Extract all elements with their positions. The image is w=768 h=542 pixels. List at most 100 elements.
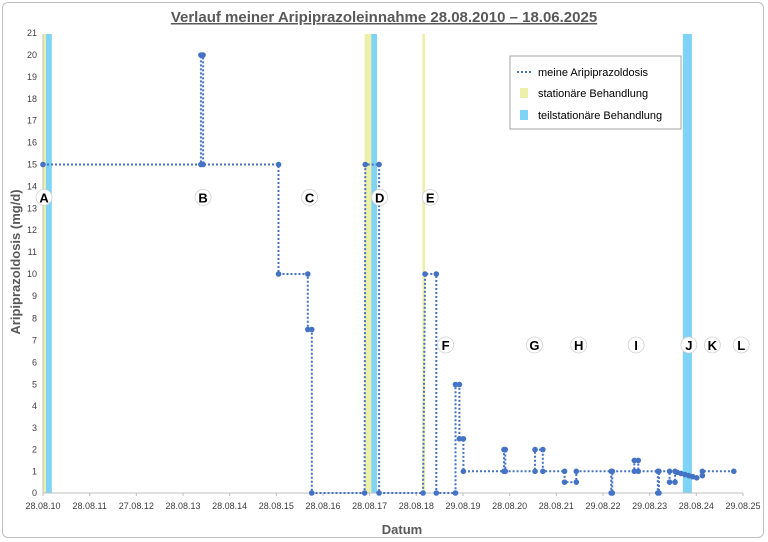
- x-tick-label: 29.08.23: [632, 501, 667, 511]
- annotation-marker: [570, 336, 588, 354]
- y-tick-label: 21: [27, 28, 37, 38]
- y-tick-label: 2: [32, 445, 37, 455]
- annotation-marker: [194, 188, 212, 206]
- x-tick-label: 28.08.18: [399, 501, 434, 511]
- y-tick-label: 10: [27, 269, 37, 279]
- dose-point: [308, 326, 315, 333]
- x-tick-label: 28.08.11: [72, 501, 106, 511]
- dose-point: [420, 490, 426, 496]
- dose-point: [460, 468, 467, 475]
- annotation-marker: [732, 336, 750, 354]
- dose-point: [672, 479, 678, 485]
- y-tick-label: 7: [32, 336, 37, 346]
- annotation-label: F: [442, 338, 450, 353]
- annotation-marker: [437, 336, 455, 354]
- y-tick-label: 0: [32, 488, 37, 498]
- dose-point: [361, 490, 368, 496]
- dose-point: [200, 161, 206, 168]
- dose-point: [540, 468, 546, 475]
- dose-point: [609, 468, 616, 475]
- annotation-label: D: [375, 190, 384, 205]
- y-tick-label: 9: [32, 291, 37, 301]
- x-tick-label: 29.08.25: [725, 501, 760, 511]
- annotation-label: J: [685, 338, 692, 353]
- dose-point: [452, 381, 459, 388]
- x-tick-label: 28.08.24: [679, 501, 714, 511]
- dose-point: [376, 161, 382, 168]
- y-tick-label: 6: [32, 358, 37, 368]
- y-tick-label: 20: [27, 50, 37, 60]
- dose-point: [699, 472, 706, 479]
- y-tick-label: 3: [32, 423, 37, 433]
- annotation-label: K: [708, 338, 718, 353]
- legend: meine Aripiprazoldosis stationäre Behand…: [509, 55, 682, 130]
- legend-daycare-label: teilstationäre Behandlung: [538, 110, 662, 122]
- x-tick-label: 28.08.13: [165, 501, 200, 511]
- annotation-label: L: [737, 338, 745, 353]
- dose-point: [456, 435, 463, 442]
- x-tick-label: 29.08.19: [445, 501, 480, 511]
- dose-point: [573, 468, 580, 475]
- dose-point: [693, 475, 700, 481]
- y-tick-label: 1: [32, 466, 37, 476]
- dose-point: [635, 468, 642, 475]
- y-tick-label: 8: [32, 313, 37, 323]
- dose-point: [304, 326, 311, 333]
- x-tick-label: 28.08.10: [25, 501, 60, 511]
- annotation-marker: [421, 188, 439, 206]
- dose-point: [40, 161, 46, 168]
- dose-point: [561, 479, 568, 485]
- x-tick-label: 28.08.15: [259, 501, 294, 511]
- annotations: A B C D E F G H I J K L: [35, 188, 750, 354]
- x-tick-label: 28.08.20: [492, 501, 527, 511]
- y-tick-label: 17: [27, 116, 37, 126]
- annotation-label: E: [426, 190, 435, 205]
- y-axis-label: Aripiprazoldosis (mg/d): [8, 189, 23, 334]
- dose-point: [275, 271, 282, 277]
- dose-point: [666, 479, 673, 485]
- y-tick-label: 14: [27, 181, 37, 191]
- y-tick-label: 12: [27, 225, 37, 235]
- dose-point: [561, 468, 568, 475]
- annotation-marker: [35, 188, 53, 206]
- dose-point: [731, 468, 737, 475]
- axes: 012345678910111213141516171819202128.08.…: [25, 28, 760, 511]
- daycare-band: [682, 34, 692, 493]
- x-tick-label: 28.08.21: [539, 501, 574, 511]
- dose-point: [275, 161, 282, 168]
- y-tick-label: 4: [32, 401, 37, 411]
- dose-point: [433, 490, 440, 496]
- y-tick-label: 11: [28, 247, 37, 257]
- dose-point: [200, 52, 206, 58]
- dose-point: [609, 490, 616, 496]
- annotation-marker: [371, 188, 389, 206]
- annotation-label: H: [574, 338, 583, 353]
- inpatient-band: [43, 34, 46, 493]
- treatment-bands: [43, 34, 692, 493]
- y-tick-label: 18: [27, 94, 37, 104]
- annotation-marker: [301, 188, 318, 206]
- dose-point: [308, 490, 315, 496]
- legend-box: [509, 55, 682, 130]
- y-tick-label: 13: [27, 203, 37, 213]
- dose-point: [456, 381, 463, 388]
- dose-point: [573, 479, 580, 485]
- annotation-label: I: [634, 338, 638, 353]
- dose-point: [699, 468, 706, 475]
- y-tick-label: 15: [27, 160, 37, 170]
- x-axis-label: Datum: [382, 522, 422, 537]
- dose-point: [376, 490, 382, 496]
- annotation-label: B: [198, 190, 207, 205]
- x-tick-label: 28.08.17: [352, 501, 387, 511]
- legend-inpatient-label: stationäre Behandlung: [538, 88, 648, 100]
- legend-daycare-swatch: [520, 110, 528, 120]
- daycare-band: [371, 34, 378, 493]
- dose-series: [40, 52, 737, 496]
- inpatient-band: [364, 34, 372, 493]
- dose-point: [656, 468, 662, 475]
- chart-title: Verlauf meiner Aripiprazoleinnahme 28.08…: [171, 9, 597, 26]
- dose-point: [433, 271, 440, 277]
- dose-point: [460, 435, 467, 442]
- y-tick-label: 5: [32, 380, 37, 390]
